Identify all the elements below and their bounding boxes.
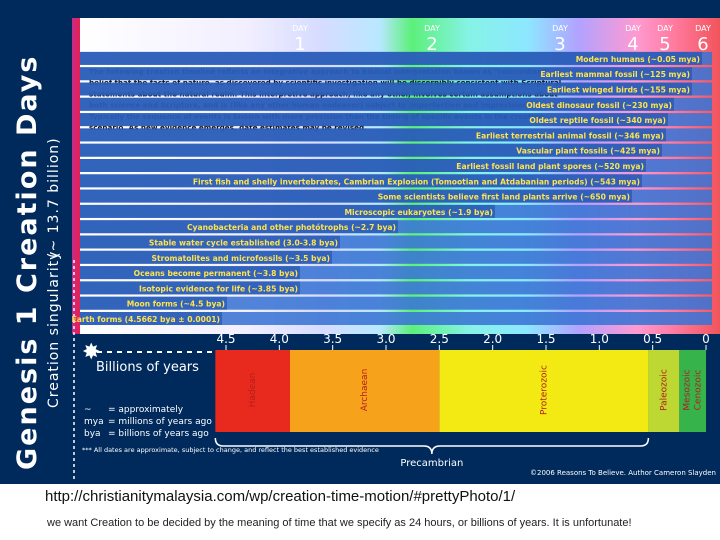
event-label: Earliest fossil land plant spores (~520 … (456, 162, 644, 171)
eon-label: Cenozoic (694, 370, 704, 411)
event-label-bg (80, 128, 666, 142)
x-tick-label: 1.5 (536, 332, 555, 346)
event-label-bg (80, 97, 674, 111)
eon-band-mesozoic-cenozoic (679, 350, 706, 432)
eon-band-proterozoic (439, 350, 649, 432)
event-label: Oceans become permanent (~3.8 bya) (134, 269, 298, 278)
event-label: Earliest mammal fossil (~125 mya) (540, 70, 690, 79)
legend-symbol: ~ (84, 405, 92, 415)
event-label: Some scientists believe first land plant… (378, 193, 630, 202)
eon-label: Hadean (248, 373, 258, 408)
x-tick-label: 1.0 (590, 332, 609, 346)
eon-label: Proterozoic (539, 365, 549, 415)
day-6-label: DAY (695, 24, 711, 33)
day-5-label: DAY (657, 24, 673, 33)
day-3-label: DAY (552, 24, 568, 33)
x-tick-label: 0.5 (643, 332, 662, 346)
precambrian-brace (214, 437, 650, 455)
legend-symbol: bya (84, 429, 101, 439)
legend-text: = approximately (108, 405, 184, 415)
legend-text: = billions of years ago (108, 429, 209, 439)
x-tick-label: 4.5 (216, 332, 235, 346)
x-tick-label: 3.0 (376, 332, 395, 346)
event-label: Moon forms (~4.5 bya) (127, 300, 225, 309)
eon-band-archaean (290, 350, 440, 432)
event-label: Oldest reptile fossil (~340 mya) (529, 116, 666, 125)
event-label: First fish and shelly invertebrates, Cam… (193, 177, 640, 186)
event-label-bg (80, 82, 692, 96)
event-label: Stromatolites and microfossils (~3.5 bya… (151, 254, 330, 263)
event-label-bg (80, 281, 300, 295)
day-1-label: DAY (292, 24, 308, 33)
eon-band-paleozoic (648, 350, 680, 432)
day-5-number: 5 (659, 34, 670, 55)
event-label-bg (80, 266, 300, 280)
singularity-label: Creation singularity (46, 251, 62, 408)
day-3-number: 3 (554, 34, 565, 55)
event-label: Earliest terrestrial animal fossil (~346… (476, 131, 664, 140)
event-label-bg (80, 113, 668, 127)
event-label: Isotopic evidence for life (~3.85 bya) (139, 284, 298, 293)
event-label-bg (80, 312, 222, 325)
x-tick-label: 2.0 (483, 332, 502, 346)
event-label: Stable water cycle established (3.0-3.8 … (149, 239, 338, 248)
event-label-bg (80, 143, 662, 157)
footnote: *** All dates are approximate, subject t… (82, 446, 379, 454)
legend-symbol: mya (84, 417, 104, 427)
intro-line: scenario. As new evidence emerges, date … (89, 123, 367, 132)
page-title: Genesis 1 Creation Days (12, 55, 43, 470)
event-label: Microscopic eukaryotes (~1.9 bya) (344, 208, 493, 217)
eon-band-hadean (215, 350, 290, 432)
singularity-star-icon: ✸ (82, 340, 100, 365)
x-tick-label: 4.0 (270, 332, 289, 346)
day-2-number: 2 (426, 34, 437, 55)
event-label-bg (80, 174, 642, 188)
event-label-bg (80, 67, 692, 81)
day-4-number: 4 (627, 34, 638, 55)
eon-label: Paleozoic (659, 369, 669, 411)
eon-label: Archaean (360, 369, 370, 412)
x-axis-label: Billions of years (96, 360, 199, 375)
left-color-stripe (72, 18, 80, 334)
event-label: Earth forms (4.5662 bya ± 0.0001) (72, 315, 220, 324)
eon-label: Mesozoic (683, 369, 693, 410)
day-2-label: DAY (424, 24, 440, 33)
x-tick-label: 2.5 (430, 332, 449, 346)
event-label: Vascular plant fossils (~425 mya) (516, 147, 660, 156)
caption-text: we want Creation to be decided by the me… (47, 517, 632, 529)
event-bar (80, 312, 712, 325)
event-label-bg (80, 189, 632, 203)
legend-text: = millions of years ago (108, 417, 212, 427)
event-label-bg (80, 159, 646, 172)
event-label-bg (80, 235, 340, 249)
day-6-number: 6 (697, 34, 708, 55)
precambrian-label: Precambrian (400, 458, 463, 469)
event-label: Earliest winged birds (~155 mya) (547, 86, 690, 95)
copyright: ©2006 Reasons To Believe. Author Cameron… (530, 469, 716, 477)
singularity-age: (~ 13.7 billion) (46, 137, 62, 258)
x-tick-label: 0 (702, 332, 710, 346)
event-label-bg (80, 296, 227, 310)
day-1-number: 1 (294, 34, 305, 55)
event-label-bg (80, 204, 495, 218)
x-tick-label: 3.5 (323, 332, 342, 346)
day-4-label: DAY (625, 24, 641, 33)
event-label: Oldest dinosaur fossil (~230 mya) (526, 101, 672, 110)
source-url[interactable]: http://christianitymalaysia.com/wp/creat… (45, 488, 516, 505)
event-label-bg (80, 51, 702, 65)
event-label: Cyanobacteria and other photótrophs (~2.… (187, 223, 396, 232)
event-label: Modern humans (~0.05 mya) (576, 55, 700, 64)
event-label-bg (80, 250, 332, 264)
event-label-bg (80, 220, 398, 234)
event-bar (80, 296, 712, 310)
